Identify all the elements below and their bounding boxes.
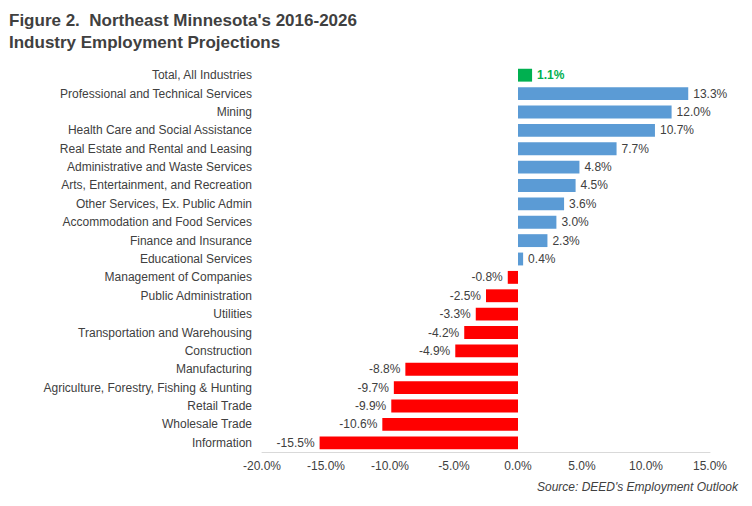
svg-text:-8.8%: -8.8% <box>369 362 401 376</box>
svg-text:3.6%: 3.6% <box>569 197 597 211</box>
svg-text:12.0%: 12.0% <box>677 105 711 119</box>
svg-text:Professional and Technical Ser: Professional and Technical Services <box>60 87 252 101</box>
svg-text:Administrative and Waste Servi: Administrative and Waste Services <box>67 160 252 174</box>
svg-text:Finance and Insurance: Finance and Insurance <box>130 234 252 248</box>
svg-text:Public Administration: Public Administration <box>141 289 252 303</box>
svg-text:-4.9%: -4.9% <box>419 344 451 358</box>
svg-text:15.0%: 15.0% <box>693 459 727 473</box>
svg-text:5.0%: 5.0% <box>568 459 596 473</box>
svg-text:-20.0%: -20.0% <box>243 459 281 473</box>
svg-text:Educational Services: Educational Services <box>140 252 252 266</box>
svg-text:Other Services, Ex. Public Adm: Other Services, Ex. Public Admin <box>76 197 252 211</box>
svg-text:-15.5%: -15.5% <box>277 436 315 450</box>
svg-text:-0.8%: -0.8% <box>471 270 503 284</box>
svg-text:-10.0%: -10.0% <box>371 459 409 473</box>
svg-text:1.1%: 1.1% <box>537 68 565 82</box>
svg-text:Wholesale Trade: Wholesale Trade <box>162 417 252 431</box>
svg-text:-9.7%: -9.7% <box>357 381 389 395</box>
svg-text:-9.9%: -9.9% <box>355 399 387 413</box>
svg-text:10.7%: 10.7% <box>660 123 694 137</box>
svg-text:Industry Employment Projection: Industry Employment Projections <box>9 33 280 52</box>
svg-text:Construction: Construction <box>185 344 252 358</box>
svg-text:Mining: Mining <box>217 105 252 119</box>
svg-text:-15.0%: -15.0% <box>307 459 345 473</box>
svg-text:Information: Information <box>192 436 252 450</box>
svg-text:0.4%: 0.4% <box>528 252 556 266</box>
svg-text:7.7%: 7.7% <box>622 142 650 156</box>
svg-text:Accommodation and Food Service: Accommodation and Food Services <box>63 215 252 229</box>
svg-text:10.0%: 10.0% <box>629 459 663 473</box>
svg-text:Management of Companies: Management of Companies <box>105 270 252 284</box>
svg-text:-10.6%: -10.6% <box>339 417 377 431</box>
svg-text:-5.0%: -5.0% <box>438 459 470 473</box>
svg-text:Transportation and Warehousing: Transportation and Warehousing <box>78 326 252 340</box>
svg-text:2.3%: 2.3% <box>552 234 580 248</box>
svg-text:4.5%: 4.5% <box>581 178 609 192</box>
svg-text:Real Estate and Rental and Lea: Real Estate and Rental and Leasing <box>60 142 252 156</box>
svg-text:-4.2%: -4.2% <box>428 326 460 340</box>
svg-text:Retail Trade: Retail Trade <box>187 399 252 413</box>
svg-text:Agriculture, Forestry, Fishing: Agriculture, Forestry, Fishing & Hunting <box>43 381 252 395</box>
svg-text:4.8%: 4.8% <box>584 160 612 174</box>
svg-text:3.0%: 3.0% <box>561 215 589 229</box>
svg-text:13.3%: 13.3% <box>693 87 727 101</box>
svg-text:-2.5%: -2.5% <box>450 289 482 303</box>
svg-text:Utilities: Utilities <box>213 307 252 321</box>
svg-text:Source: DEED's Employment Outl: Source: DEED's Employment Outlook <box>537 480 739 494</box>
svg-text:-3.3%: -3.3% <box>439 307 471 321</box>
svg-text:0.0%: 0.0% <box>504 459 532 473</box>
svg-text:Manufacturing: Manufacturing <box>176 362 252 376</box>
svg-text:Arts, Entertainment, and Recre: Arts, Entertainment, and Recreation <box>61 178 252 192</box>
svg-text:Figure 2. Northeast Minnesota: Figure 2. Northeast Minnesota's 2016-202… <box>9 11 357 30</box>
svg-text:Total, All Industries: Total, All Industries <box>152 68 252 82</box>
svg-text:Health Care and Social Assista: Health Care and Social Assistance <box>68 123 252 137</box>
